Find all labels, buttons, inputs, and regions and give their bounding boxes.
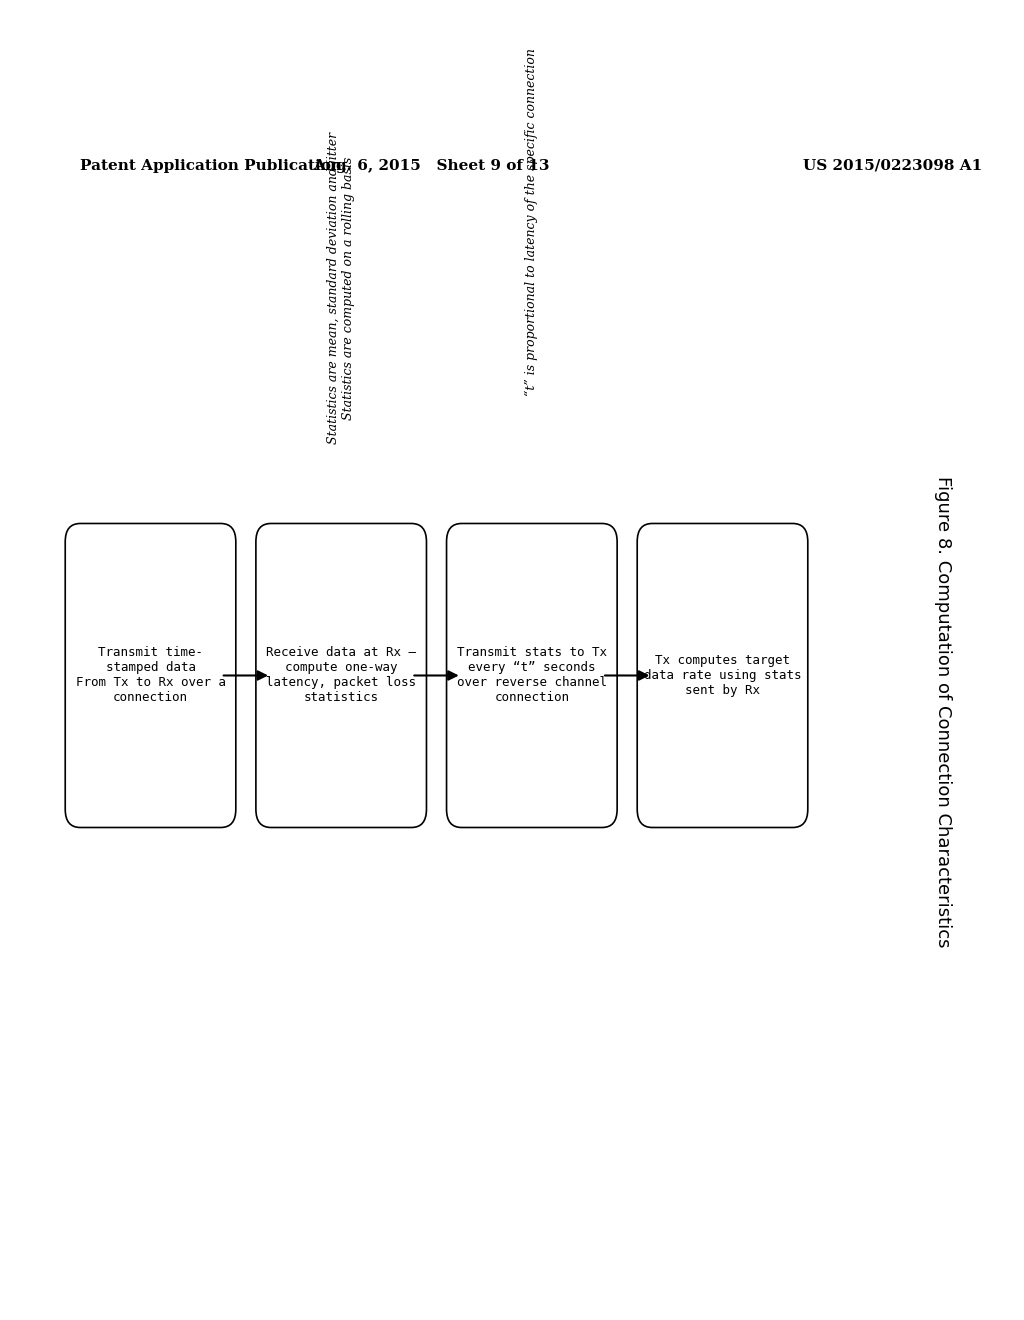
Text: Transmit stats to Tx
every “t” seconds
over reverse channel
connection: Transmit stats to Tx every “t” seconds o…: [457, 647, 607, 705]
Text: Patent Application Publication: Patent Application Publication: [80, 158, 342, 173]
Text: Aug. 6, 2015   Sheet 9 of 13: Aug. 6, 2015 Sheet 9 of 13: [313, 158, 550, 173]
Text: US 2015/0223098 A1: US 2015/0223098 A1: [803, 158, 982, 173]
Text: Figure 8. Computation of Connection Characteristics: Figure 8. Computation of Connection Char…: [934, 477, 952, 948]
FancyBboxPatch shape: [637, 524, 808, 828]
Text: Receive data at Rx –
compute one-way
latency, packet loss
statistics: Receive data at Rx – compute one-way lat…: [266, 647, 416, 705]
FancyBboxPatch shape: [66, 524, 236, 828]
Text: “t” is proportional to latency of the specific connection: “t” is proportional to latency of the sp…: [525, 48, 539, 396]
FancyBboxPatch shape: [446, 524, 617, 828]
Text: Statistics are mean, standard deviation and jitter
Statistics are computed on a : Statistics are mean, standard deviation …: [328, 132, 355, 445]
FancyBboxPatch shape: [256, 524, 426, 828]
Text: Transmit time-
stamped data
From Tx to Rx over a
connection: Transmit time- stamped data From Tx to R…: [76, 647, 225, 705]
Text: Tx computes target
data rate using stats
sent by Rx: Tx computes target data rate using stats…: [644, 653, 801, 697]
